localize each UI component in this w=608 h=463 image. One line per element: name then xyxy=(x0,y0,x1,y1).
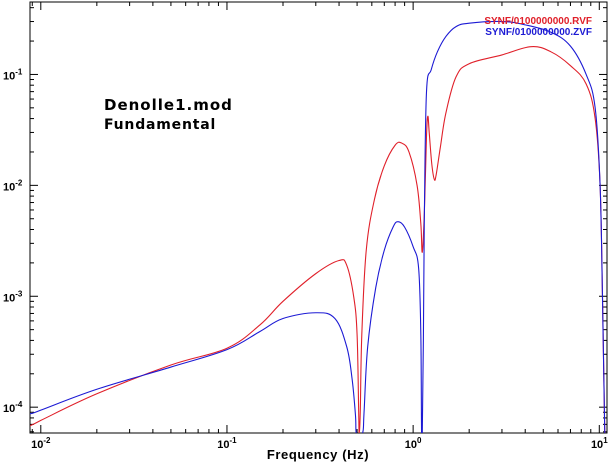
series-layer xyxy=(30,20,606,433)
y-tick-label: 10-3 xyxy=(3,289,23,304)
x-tick-label: 100 xyxy=(405,436,422,451)
x-tick-label: 101 xyxy=(591,436,608,451)
series-line-rvf xyxy=(30,46,606,433)
plot-frame xyxy=(29,1,608,434)
x-tick-label: 10-1 xyxy=(217,436,237,451)
annotation-mode: Fundamental xyxy=(104,117,216,133)
x-tick-label: 10-2 xyxy=(31,436,51,451)
x-axis-title: Frequency (Hz) xyxy=(267,447,369,462)
legend-entry-zvf: SYNF/0100000000.ZVF xyxy=(485,27,592,38)
y-tick-label: 10-2 xyxy=(3,178,23,193)
y-tick-label: 10-1 xyxy=(3,67,23,82)
y-tick-label: 10-4 xyxy=(3,400,23,415)
annotation-model: Denolle1.mod xyxy=(104,96,233,114)
series-line-zvf xyxy=(30,20,606,433)
axis-ticks: 10-2 10-1 100 101 10-4 10-3 10-2 10-1 xyxy=(3,2,608,451)
legend-entry-rvf: SYNF/0100000000.RVF xyxy=(484,16,592,27)
